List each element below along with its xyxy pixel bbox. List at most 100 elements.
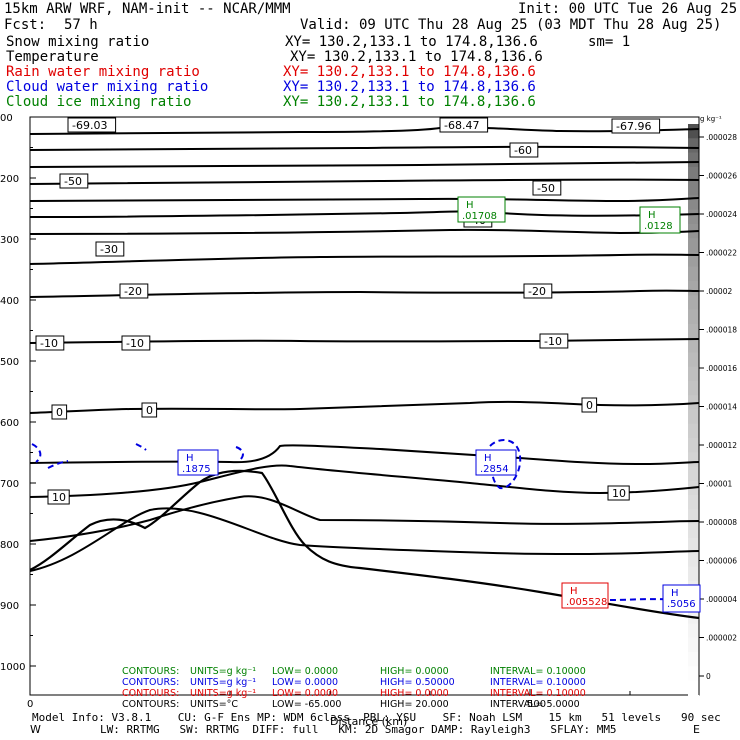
colorbar-cell: [688, 266, 699, 282]
temperature-contour: [29, 197, 700, 203]
temperature-contour: [29, 444, 700, 466]
colorbar-cell: [688, 238, 699, 254]
colorbar-cell: [688, 566, 699, 582]
temperature-label-box: [607, 485, 630, 501]
y-tick-label: 700: [0, 479, 19, 490]
temperature-label-box: [119, 283, 149, 299]
valid-time: Valid: 09 UTC Thu 28 Aug 25 (03 MDT Thu …: [300, 17, 722, 33]
cloud-water-contour: [135, 443, 147, 451]
contour-info-text: UNITS=g kg⁻¹: [190, 666, 256, 677]
colorbar-cell: [688, 181, 699, 196]
colorbar-cell: [688, 195, 699, 211]
colorbar-tick-label: .000016: [706, 364, 737, 373]
colorbar-cell: [688, 552, 699, 568]
y-tick-label: 400: [0, 296, 19, 307]
contour-info-text: INTERVAL= 0.10000: [490, 666, 586, 677]
temperature-contour: [29, 178, 700, 185]
x-axis-label: Distance (km): [330, 715, 407, 728]
cloud-water-contour: [235, 446, 244, 461]
terrain-line: [29, 469, 700, 620]
temperature-contour: [29, 495, 700, 542]
contour-info-text: HIGH= 0.50000: [380, 677, 455, 688]
contour-info-text: HIGH= 20.000: [380, 699, 449, 710]
temperature-contour: [29, 145, 700, 151]
colorbar-cell: [688, 281, 699, 296]
field-xy: XY= 130.2,133.1 to 174.8,136.6: [285, 34, 538, 50]
temperature-contour: [29, 464, 700, 498]
temperature-label: -20: [124, 285, 142, 298]
colorbar-tick-label: .00002: [706, 287, 732, 296]
temperature-label: 0: [146, 404, 153, 417]
y-tick-label: 300: [0, 235, 19, 246]
temperature-label-box: [95, 241, 125, 257]
temperature-contour: [29, 338, 700, 344]
x-axis-end-label: E: [693, 723, 700, 736]
extrema-box: [475, 449, 517, 476]
temperature-contour: [29, 228, 700, 235]
temperature-label-box: [121, 335, 151, 351]
colorbar-tick-label: .000026: [706, 172, 737, 181]
field-xy: XY= 130.2,133.1 to 174.8,136.6: [290, 49, 543, 65]
colorbar-tick-label: .000006: [706, 557, 737, 566]
contour-info-text: UNITS=g kg⁻¹: [190, 688, 256, 699]
x-axis-end-label: W: [30, 723, 41, 736]
temperature-contour: [29, 289, 700, 298]
temperature-label: 0: [56, 406, 63, 419]
temperature-contour: [29, 161, 700, 168]
temperature-label: -60: [514, 144, 532, 157]
colorbar-tick-label: .000018: [706, 326, 737, 335]
contour-info-text: LOW= -65.000: [272, 699, 341, 710]
temperature-label: -69.03: [72, 119, 107, 132]
temperature-contour: [29, 400, 700, 414]
temperature-labels: -69.03-68.47-67.96-60-50-50-40-30-20-20-…: [35, 117, 661, 505]
field-name: Cloud water mixing ratio: [6, 79, 209, 95]
temperature-label-box: [67, 117, 117, 133]
field-name: Cloud ice mixing ratio: [6, 94, 192, 110]
colorbar-cell: [688, 323, 699, 339]
colorbar-cell: [688, 452, 699, 468]
field-name: Snow mixing ratio: [6, 34, 150, 50]
extrema-letter: H: [186, 453, 194, 464]
temperature-contour: [29, 210, 700, 218]
distance-axis: 0 500 Distance (km) W E: [27, 689, 700, 736]
extrema-value: .2854: [480, 464, 509, 475]
pressure-axis: 00 200 300 400 500 600 700 800 900 1000: [0, 113, 36, 673]
temperature-label: 0: [586, 399, 593, 412]
colorbar-cell: [688, 409, 699, 425]
terrain-surface: [29, 469, 700, 620]
colorbar-tick-label: .000004: [706, 595, 737, 604]
extrema-letter: H: [671, 588, 679, 599]
temperature-label: 10: [52, 491, 66, 504]
colorbar-cell: [688, 352, 699, 368]
extrema-box: [457, 196, 506, 223]
colorbar-cell: [688, 309, 699, 325]
temperature-label-box: [611, 118, 661, 134]
y-tick-label: 800: [0, 540, 19, 551]
init-time: Init: 00 UTC Tue 26 Aug 25: [518, 1, 738, 17]
colorbar-tick-label: .000012: [706, 441, 737, 450]
colorbar-cell: [688, 680, 699, 696]
colorbar-cell: [688, 438, 699, 453]
extrema-box: [177, 449, 219, 476]
temperature-label: -50: [537, 182, 555, 195]
colorbar-cell: [688, 152, 699, 168]
extrema-letter: H: [484, 453, 492, 464]
temperature-label: -10: [40, 337, 58, 350]
temperature-label-box: [439, 117, 489, 133]
temperature-label-box: [51, 404, 68, 420]
extrema-value: .1875: [182, 464, 211, 475]
contour-info-text: CONTOURS:: [122, 688, 179, 699]
colorbar-cell: [688, 209, 699, 225]
colorbar-tick-label: 0: [706, 672, 711, 681]
temperature-label-box: [581, 397, 598, 413]
colorbar-cell: [688, 380, 699, 396]
colorbar-cell: [688, 252, 699, 268]
contour-info-text: LOW= 0.0000: [272, 688, 338, 699]
temperature-label-box: [523, 283, 553, 299]
field-xy: XY= 130.2,133.1 to 174.8,136.6: [283, 79, 536, 95]
x-tick-label: 0: [27, 699, 33, 710]
extrema-value: .0128: [644, 221, 673, 232]
contour-info-text: LOW= 0.0000: [272, 677, 338, 688]
